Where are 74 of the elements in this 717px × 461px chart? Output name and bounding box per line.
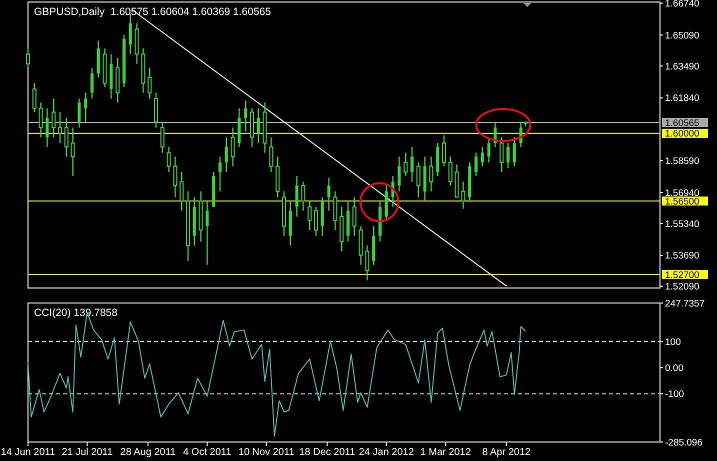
candlestick [64,117,68,158]
y-tick-label: 0.00 [665,362,684,374]
candlestick [269,136,274,173]
x-tick-label: 18 Dec 2011 [299,447,356,458]
y-tick-label: 1.61840 [665,93,700,104]
candlestick [166,146,171,173]
x-tick-label: 21 Jul 2011 [62,447,114,458]
candlestick [506,142,510,169]
candlestick [365,244,370,281]
candlestick [333,190,338,231]
candlestick [58,112,62,144]
x-tick-label: 8 Apr 2012 [482,447,532,458]
y-tick-label: 1.52090 [665,282,700,293]
candlestick [474,152,478,177]
candlestick [78,98,81,128]
y-tick-label: 1.55340 [665,218,700,230]
chart-title: CCI(20) 139.7858 [34,307,118,319]
y-tick-label: -100 [665,389,684,400]
candlestick [218,156,222,192]
candlestick [70,127,75,177]
y-tick-label: 100 [665,336,681,348]
y-tick-label: 1.63490 [665,61,700,72]
candlestick [244,100,248,132]
y-tick-label: 1.65090 [665,30,700,42]
candlestick [256,108,260,144]
x-tick-label: 1 Mar 2012 [420,447,472,458]
candlestick [90,67,94,100]
candlestick [461,181,466,210]
ref-line-label: 1.60000 [665,128,700,140]
ref-line-label: 1.52700 [665,270,700,281]
candlestick [398,156,401,192]
candlestick [314,206,318,236]
x-tick-label: 24 Jan 2012 [358,447,414,458]
y-tick-label: -285.096 [665,437,703,448]
candlestick [301,181,306,212]
candlestick [224,136,228,173]
candlestick [448,156,452,186]
y-tick-label: 1.53690 [665,250,700,262]
candlestick [148,67,152,100]
y-tick-label: 1.56940 [665,188,700,199]
candlestick [46,108,49,148]
candlestick [38,102,43,138]
y-tick-label: 1.66740 [665,0,700,10]
candlestick [160,121,164,154]
y-tick-label: 1.58590 [665,156,700,167]
x-tick-label: 28 Aug 2011 [120,447,176,458]
candlestick [308,200,312,231]
candlestick [180,171,184,212]
x-tick-label: 4 Oct 2011 [183,447,232,458]
x-tick-label: 10 Nov 2011 [238,447,295,458]
ref-line-label: 1.60565 [665,118,700,129]
candlestick [404,152,408,177]
candlestick [32,82,36,113]
candlestick [154,92,158,128]
x-tick-label: 14 Jun 2011 [0,447,56,458]
ref-line-label: 1.56500 [665,196,700,208]
candlestick [512,136,516,167]
candlestick [442,134,446,167]
candlestick [500,136,504,173]
y-tick-label: 247.7357 [665,298,705,310]
candlestick [295,175,298,218]
candlestick [230,127,235,167]
candlestick [410,146,414,182]
candlestick [416,162,420,198]
candlestick [429,156,434,192]
candlestick [26,48,30,68]
candlestick [480,146,484,167]
candlestick [327,177,330,212]
candlestick [84,92,88,122]
candlestick [173,156,178,198]
candlestick [352,196,356,236]
candlestick [52,98,56,138]
candlestick [206,200,209,266]
candlestick [487,136,490,163]
